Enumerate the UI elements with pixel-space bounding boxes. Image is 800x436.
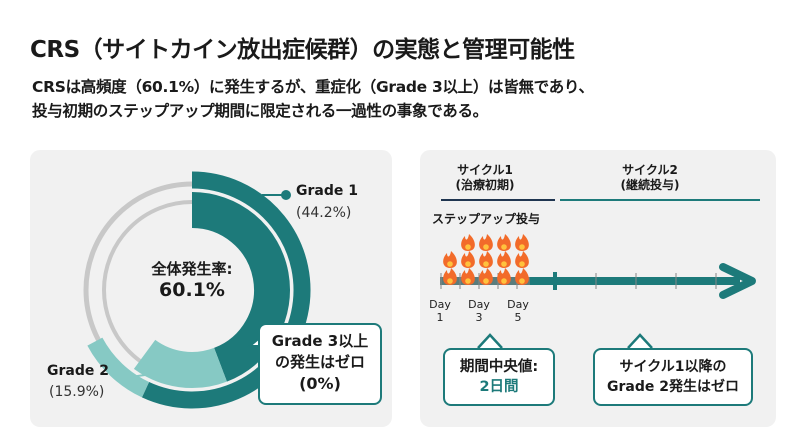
flame-core	[519, 278, 525, 284]
callout-line: Grade 3以上	[271, 332, 369, 350]
subtitle-line-1: CRSは高頻度（60.1%）に発生するが、重症化（Grade 3以上）は皆無であ…	[32, 78, 594, 96]
flame-core	[519, 244, 525, 250]
day-number: 5	[514, 311, 522, 324]
flame-core	[465, 261, 471, 267]
flame-icon	[515, 268, 529, 285]
flame-icon	[461, 234, 475, 251]
day-label: Day 5	[503, 298, 533, 324]
outer-grade2-arc	[87, 337, 150, 398]
grade2-value: (15.9%)	[49, 384, 105, 400]
overall-rate-value: 60.1%	[159, 279, 225, 301]
flame-icon	[443, 251, 457, 268]
flame-icon	[515, 234, 529, 251]
flame-core	[501, 244, 507, 250]
grade2-label: Grade 2	[47, 363, 109, 379]
day-number: 1	[436, 311, 444, 324]
day-text: Day	[468, 298, 490, 311]
page-title: CRS（サイトカイン放出症候群）の実態と管理可能性	[30, 37, 575, 63]
flame-core	[501, 278, 507, 284]
arrow-head	[719, 263, 756, 299]
median-duration-callout: 期間中央値: 2日間	[443, 348, 555, 406]
callout-line: (0%)	[299, 374, 341, 393]
flame-icon	[479, 251, 493, 268]
flame-icon	[443, 268, 457, 285]
flame-icon	[515, 251, 529, 268]
flame-icon	[461, 268, 475, 285]
day-label: Day 1	[425, 298, 455, 324]
grade3-callout: Grade 3以上 の発生はゼロ (0%)	[258, 323, 382, 405]
cycle2-title: サイクル2	[622, 163, 678, 177]
donut-center: 全体発生率: 60.1%	[132, 258, 252, 301]
flame-core	[501, 261, 507, 267]
cycle2-label: サイクル2 (継続投与)	[580, 163, 720, 193]
callout-line: の発生はゼロ	[274, 353, 365, 371]
cycle-divider	[553, 272, 557, 290]
subtitle: CRSは高頻度（60.1%）に発生するが、重症化（Grade 3以上）は皆無であ…	[32, 75, 594, 123]
flame-core	[483, 278, 489, 284]
grade1-arc	[191, 192, 290, 382]
callout-line: 期間中央値:	[459, 359, 539, 375]
cycle1-title: サイクル1	[457, 163, 513, 177]
flame-core	[483, 261, 489, 267]
flame-core	[447, 261, 453, 267]
flame-icon	[479, 268, 493, 285]
day-text: Day	[429, 298, 451, 311]
cycle2-callout: サイクル1以降の Grade 2発生はゼロ	[593, 348, 753, 406]
grade2-arc	[133, 339, 227, 388]
subtitle-line-2: 投与初期のステップアップ期間に限定される一過性の事象である。	[32, 102, 488, 120]
grade1-value: (44.2%)	[296, 205, 352, 221]
grade2-dot	[117, 373, 127, 383]
day-number: 3	[475, 311, 483, 324]
callout-line: 2日間	[479, 379, 519, 395]
flame-icon	[461, 251, 475, 268]
flame-icon	[497, 251, 511, 268]
grade1-label: Grade 1	[296, 183, 358, 199]
flame-core	[447, 278, 453, 284]
flame-core	[483, 244, 489, 250]
flame-icon	[479, 234, 493, 251]
day-label: Day 3	[464, 298, 494, 324]
callout-line: Grade 2発生はゼロ	[607, 379, 739, 395]
day-text: Day	[507, 298, 529, 311]
flame-core	[519, 261, 525, 267]
outer-grade1-arc	[141, 171, 311, 409]
grade1-dot	[281, 190, 291, 200]
callout-line: サイクル1以降の	[619, 359, 727, 375]
cycle2-sub: (継続投与)	[620, 178, 680, 192]
cycle1-label: サイクル1 (治療初期)	[425, 163, 545, 193]
flame-core	[465, 244, 471, 250]
flame-icon	[497, 234, 511, 251]
cycle1-sub: (治療初期)	[455, 178, 515, 192]
flame-icon	[497, 268, 511, 285]
callout1-pointer	[477, 333, 503, 349]
stepup-label: ステップアップ投与	[432, 212, 541, 226]
overall-rate-label: 全体発生率:	[151, 260, 233, 278]
callout2-pointer	[627, 333, 653, 349]
flame-core	[465, 278, 471, 284]
